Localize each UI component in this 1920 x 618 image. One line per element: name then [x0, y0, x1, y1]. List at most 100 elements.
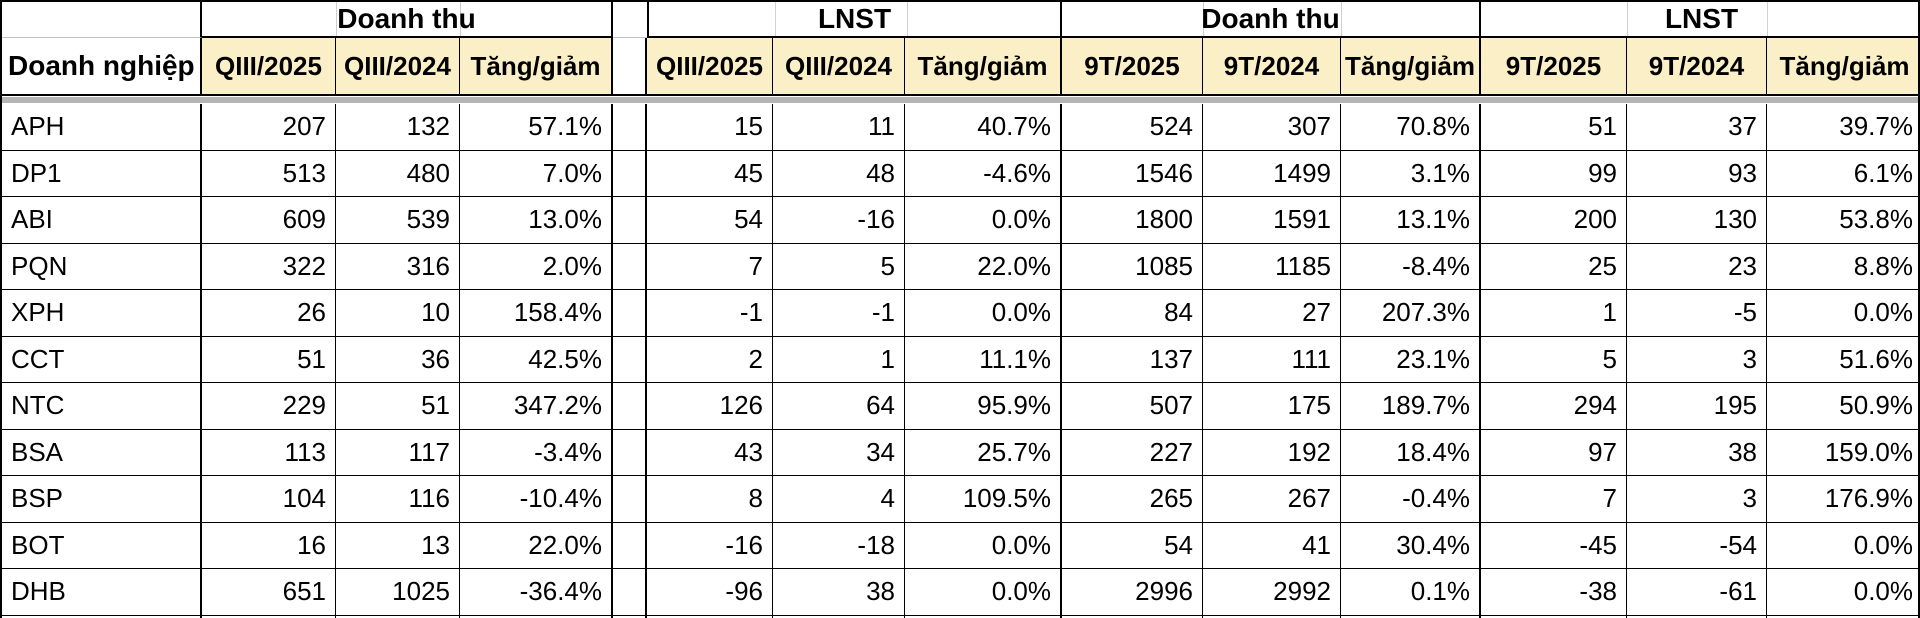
spacer-cell[interactable] [613, 290, 647, 336]
company-cell[interactable]: BSA [2, 429, 202, 475]
column-header[interactable]: QIII/2025 [647, 38, 773, 94]
value-cell[interactable]: 189.7% [1341, 383, 1481, 429]
value-cell[interactable]: 22.0% [460, 522, 613, 568]
column-header[interactable]: Tăng/giảm [905, 38, 1062, 94]
value-cell[interactable]: 22.0% [905, 243, 1062, 289]
value-cell[interactable]: 1 [773, 336, 905, 382]
company-cell[interactable]: DHB [2, 569, 202, 615]
value-cell[interactable]: 294 [1481, 383, 1627, 429]
value-cell[interactable]: -0.4% [1341, 476, 1481, 522]
column-header-company[interactable]: Doanh nghiệp [2, 38, 202, 94]
value-cell[interactable]: 2 [647, 336, 773, 382]
value-cell[interactable]: 175 [1203, 383, 1341, 429]
value-cell[interactable]: 25.7% [905, 429, 1062, 475]
group-header-lnst-9t[interactable]: LNST [1481, 2, 1918, 38]
value-cell[interactable]: 0.0% [905, 290, 1062, 336]
value-cell[interactable]: 15 [647, 104, 773, 150]
value-cell[interactable]: 13.0% [460, 197, 613, 243]
value-cell[interactable]: 18.4% [1341, 429, 1481, 475]
value-cell[interactable]: 109.5% [905, 476, 1062, 522]
column-header[interactable]: Tăng/giảm [1767, 38, 1918, 94]
company-cell[interactable]: BSP [2, 476, 202, 522]
group-header-lnst-quarter[interactable]: LNST [647, 2, 1062, 38]
value-cell[interactable]: 1546 [1062, 150, 1203, 196]
value-cell[interactable]: 1800 [1062, 197, 1203, 243]
column-header[interactable]: QIII/2025 [202, 38, 336, 94]
value-cell[interactable]: 70.8% [1341, 104, 1481, 150]
value-cell[interactable]: 51 [1481, 104, 1627, 150]
value-cell[interactable]: -61 [1627, 569, 1767, 615]
value-cell[interactable]: -10.4% [460, 476, 613, 522]
value-cell[interactable]: 132 [336, 104, 460, 150]
value-cell[interactable]: 207 [202, 104, 336, 150]
value-cell[interactable]: 229 [202, 383, 336, 429]
value-cell[interactable]: 5 [1481, 336, 1627, 382]
value-cell[interactable]: 27 [1203, 290, 1341, 336]
corner-blank-cell[interactable] [2, 2, 202, 38]
value-cell[interactable]: 93 [1627, 150, 1767, 196]
value-cell[interactable]: 609 [202, 197, 336, 243]
value-cell[interactable]: 130 [1627, 197, 1767, 243]
value-cell[interactable]: 10 [336, 290, 460, 336]
value-cell[interactable]: 2992 [1203, 569, 1341, 615]
value-cell[interactable]: 7.0% [460, 150, 613, 196]
company-cell[interactable]: NTC [2, 383, 202, 429]
value-cell[interactable]: 45 [647, 150, 773, 196]
value-cell[interactable]: 316 [336, 243, 460, 289]
value-cell[interactable]: -16 [647, 522, 773, 568]
value-cell[interactable]: 99 [1481, 150, 1627, 196]
value-cell[interactable]: 38 [1627, 429, 1767, 475]
company-cell[interactable]: PQN [2, 243, 202, 289]
value-cell[interactable]: 0.0% [905, 569, 1062, 615]
spacer-cell[interactable] [613, 197, 647, 243]
spacer-cell[interactable] [613, 150, 647, 196]
value-cell[interactable]: 41 [1203, 522, 1341, 568]
value-cell[interactable]: 13 [336, 522, 460, 568]
value-cell[interactable]: 307 [1203, 104, 1341, 150]
value-cell[interactable]: 26 [202, 290, 336, 336]
value-cell[interactable]: 11 [773, 104, 905, 150]
company-cell[interactable]: BOT [2, 522, 202, 568]
value-cell[interactable]: -18 [773, 522, 905, 568]
value-cell[interactable]: 2.0% [460, 243, 613, 289]
value-cell[interactable]: -96 [647, 569, 773, 615]
value-cell[interactable]: -4.6% [905, 150, 1062, 196]
value-cell[interactable]: 64 [773, 383, 905, 429]
value-cell[interactable]: 16 [202, 522, 336, 568]
column-header[interactable]: Tăng/giảm [460, 38, 613, 94]
value-cell[interactable]: 524 [1062, 104, 1203, 150]
value-cell[interactable]: 480 [336, 150, 460, 196]
value-cell[interactable]: 159.0% [1824, 436, 1913, 467]
value-cell[interactable]: 37 [1627, 104, 1767, 150]
spacer-cell[interactable] [613, 476, 647, 522]
column-header[interactable]: QIII/2024 [336, 38, 460, 94]
value-cell[interactable]: -36.4% [460, 569, 613, 615]
value-cell[interactable]: 0.0% [905, 522, 1062, 568]
value-cell[interactable]: 51 [336, 383, 460, 429]
value-cell[interactable]: 0.0% [1853, 297, 1913, 328]
column-header[interactable]: 9T/2025 [1481, 38, 1627, 94]
value-cell[interactable]: -54 [1627, 522, 1767, 568]
value-cell[interactable]: 25 [1481, 243, 1627, 289]
value-cell[interactable]: 0.1% [1341, 569, 1481, 615]
value-cell[interactable]: 23.1% [1341, 336, 1481, 382]
value-cell[interactable]: 84 [1062, 290, 1203, 336]
value-cell[interactable]: 1591 [1203, 197, 1341, 243]
spacer-cell[interactable] [613, 2, 647, 38]
group-header-doanh-thu-quarter[interactable]: Doanh thu [202, 2, 613, 38]
value-cell[interactable]: 651 [202, 569, 336, 615]
company-cell[interactable]: CCT [2, 336, 202, 382]
value-cell[interactable]: 267 [1203, 476, 1341, 522]
value-cell[interactable]: 48 [773, 150, 905, 196]
value-cell[interactable]: 57.1% [460, 104, 613, 150]
value-cell[interactable]: 539 [336, 197, 460, 243]
company-cell[interactable]: ABI [2, 197, 202, 243]
column-header[interactable]: 9T/2025 [1062, 38, 1203, 94]
value-cell[interactable]: 3 [1627, 476, 1767, 522]
column-header[interactable]: Tăng/giảm [1341, 38, 1481, 94]
spacer-cell[interactable] [613, 336, 647, 382]
spacer-cell[interactable] [613, 243, 647, 289]
value-cell[interactable]: 7 [647, 243, 773, 289]
value-cell[interactable]: 116 [336, 476, 460, 522]
value-cell[interactable]: 1185 [1203, 243, 1341, 289]
